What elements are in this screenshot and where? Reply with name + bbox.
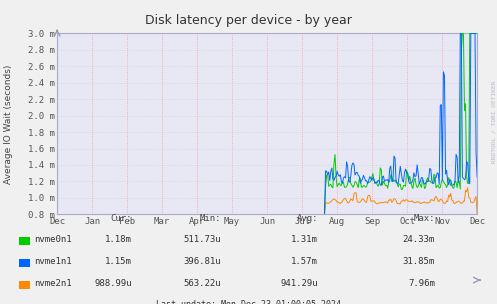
Text: 24.33m: 24.33m (403, 235, 435, 244)
Text: 31.85m: 31.85m (403, 257, 435, 266)
Text: Last update: Mon Dec 23 01:00:05 2024: Last update: Mon Dec 23 01:00:05 2024 (156, 300, 341, 304)
Text: 1.18m: 1.18m (105, 235, 132, 244)
Text: 988.99u: 988.99u (94, 279, 132, 288)
Text: 941.29u: 941.29u (280, 279, 318, 288)
Text: nvme2n1: nvme2n1 (34, 279, 72, 288)
Text: Min:: Min: (200, 214, 221, 223)
Text: Max:: Max: (414, 214, 435, 223)
Text: 511.73u: 511.73u (183, 235, 221, 244)
Text: RRDTOOL / TOBI OETIKER: RRDTOOL / TOBI OETIKER (491, 80, 496, 163)
Text: 563.22u: 563.22u (183, 279, 221, 288)
Text: Avg:: Avg: (297, 214, 318, 223)
Text: Cur:: Cur: (110, 214, 132, 223)
Text: 1.31m: 1.31m (291, 235, 318, 244)
Text: Disk latency per device - by year: Disk latency per device - by year (145, 14, 352, 27)
Text: 396.81u: 396.81u (183, 257, 221, 266)
Text: 7.96m: 7.96m (408, 279, 435, 288)
Text: 1.57m: 1.57m (291, 257, 318, 266)
Text: Average IO Wait (seconds): Average IO Wait (seconds) (4, 65, 13, 184)
Text: nvme0n1: nvme0n1 (34, 235, 72, 244)
Text: nvme1n1: nvme1n1 (34, 257, 72, 266)
Text: 1.15m: 1.15m (105, 257, 132, 266)
